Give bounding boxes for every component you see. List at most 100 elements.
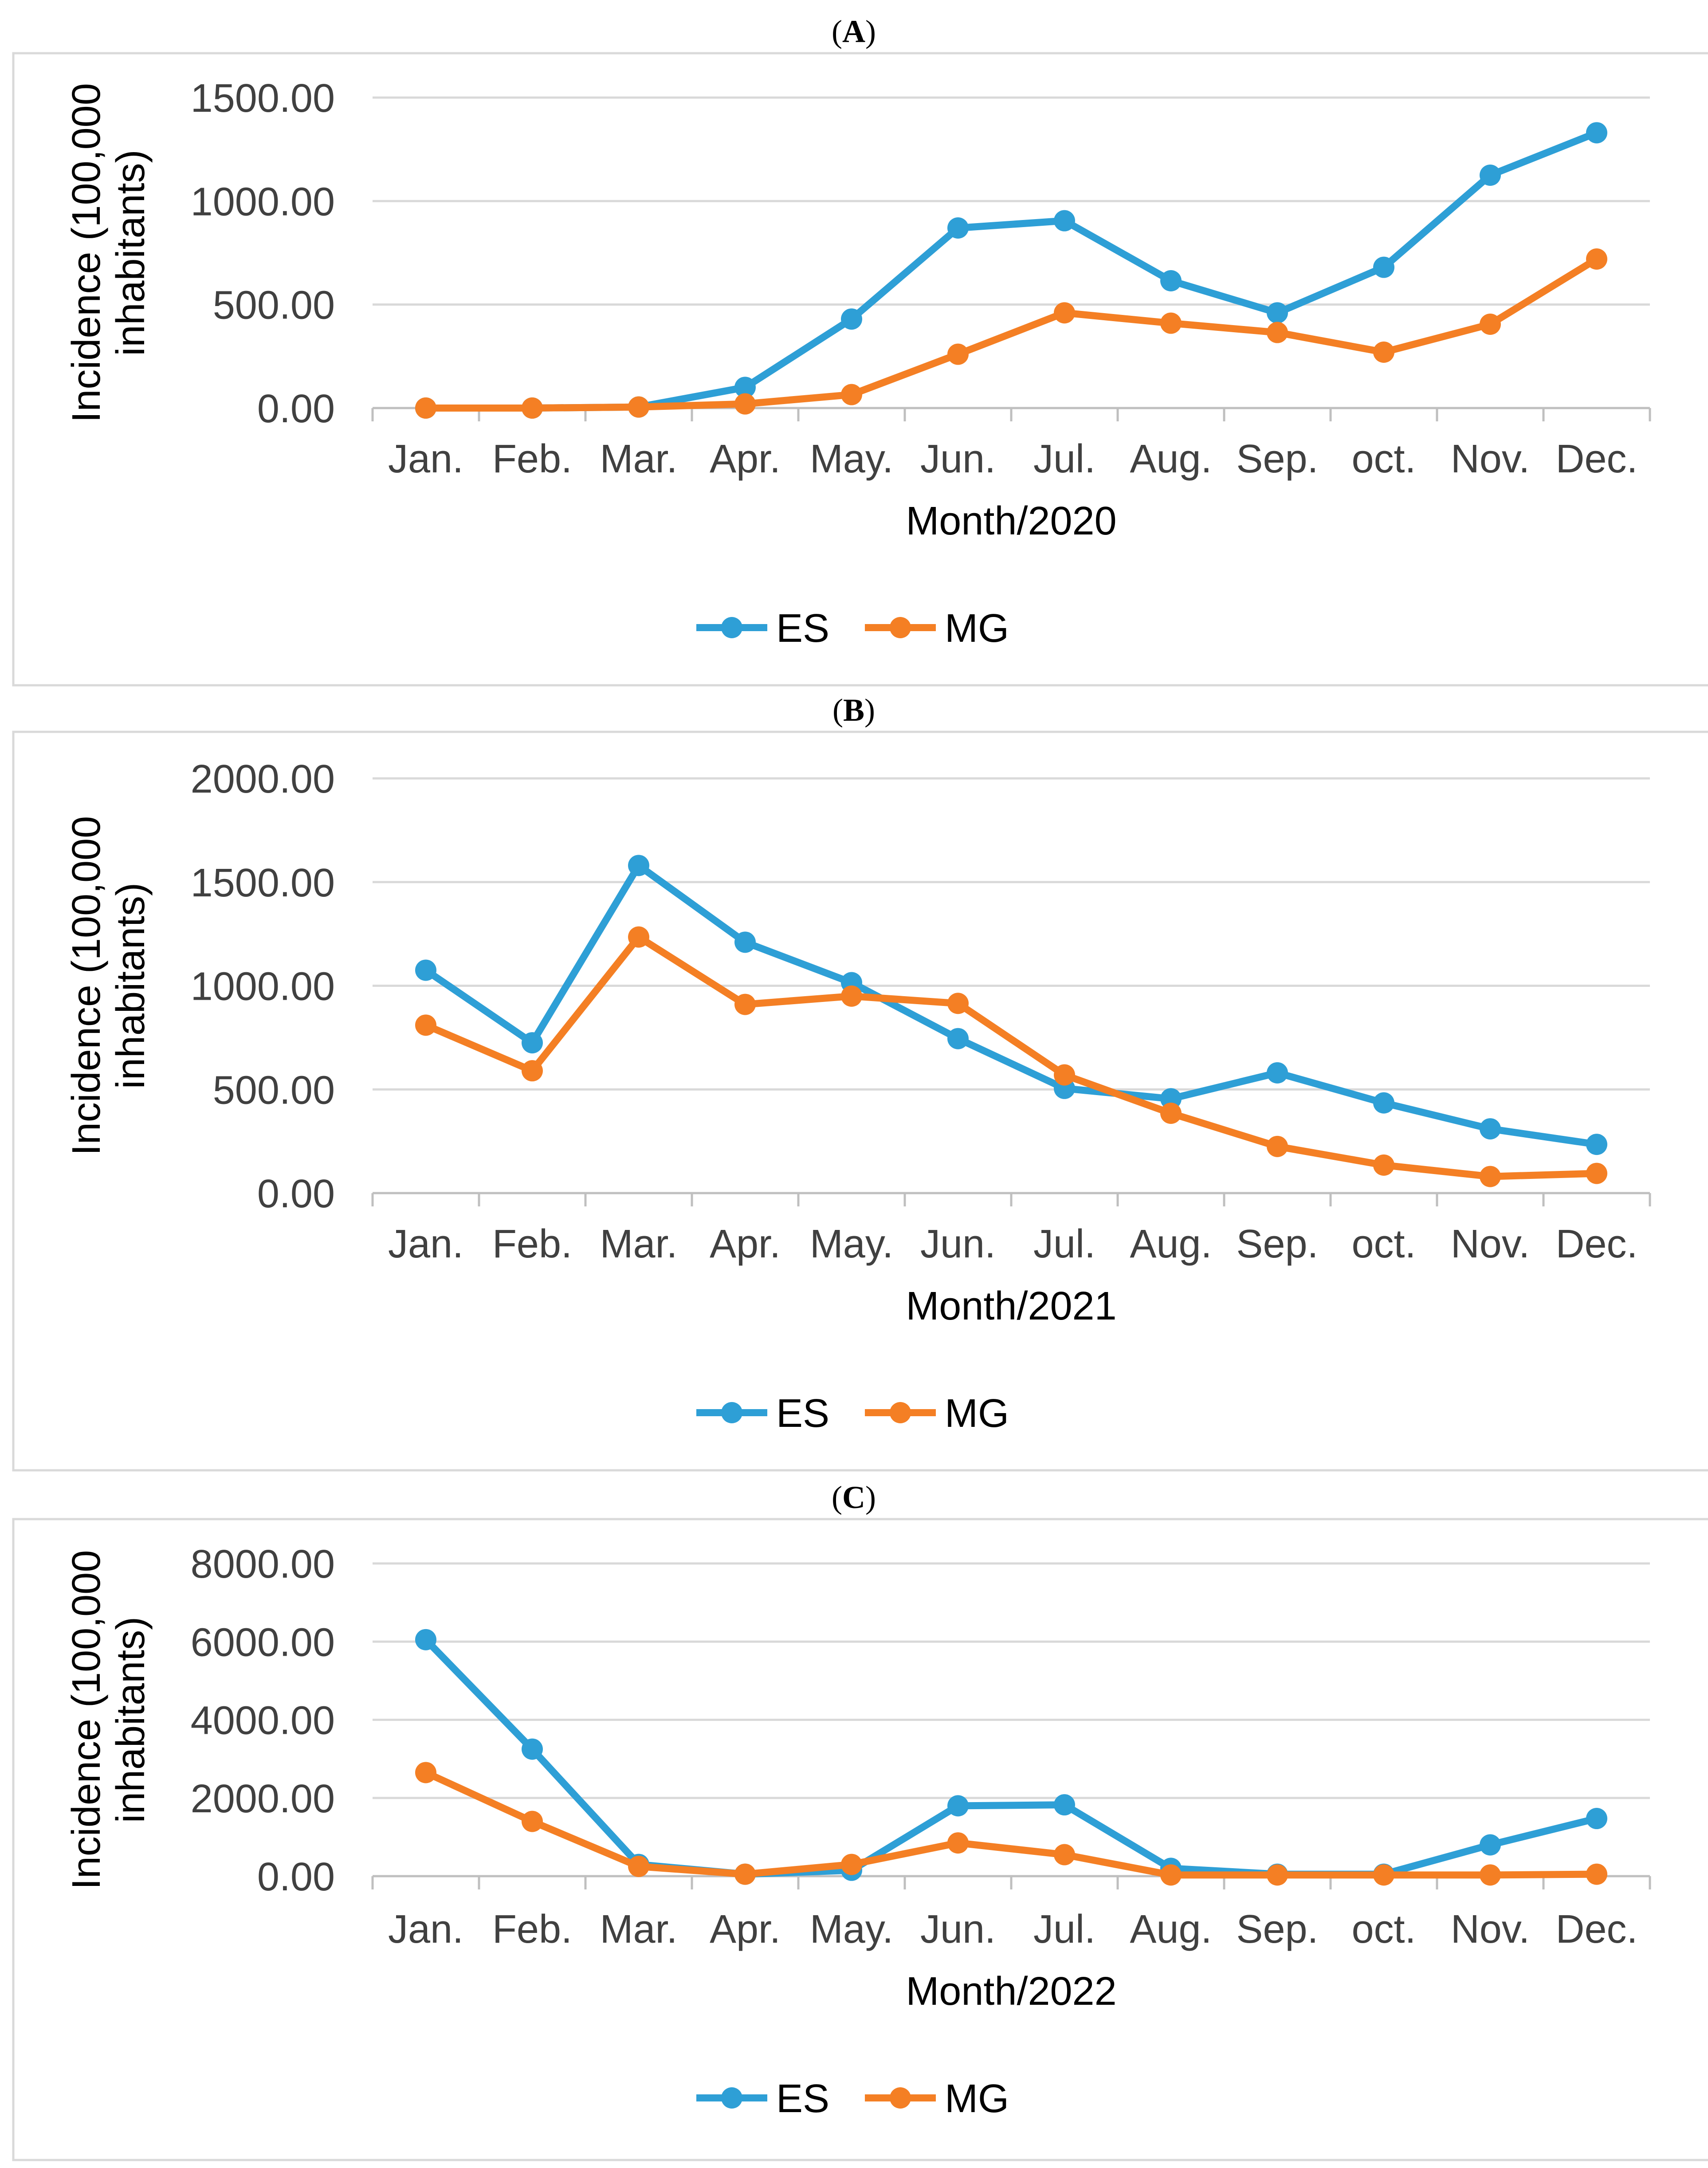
legend-label-mg: MG [945,2077,1009,2121]
data-point-es [947,217,969,239]
legend-marker-mg [890,2087,911,2109]
data-point-es [734,377,756,398]
data-point-es [1373,256,1394,278]
series-es [415,855,1607,1155]
data-point-mg [1160,1103,1182,1124]
legend-marker-mg [890,617,911,638]
x-tick-label: Jul. [1033,437,1095,481]
x-axis-title: Month/2022 [906,1969,1116,2014]
panel-label: (A) [832,14,876,49]
data-point-es [1160,270,1182,291]
y-axis-title: Incidence (100,000inhabitants) [64,816,153,1156]
x-tick-label: Dec. [1555,1222,1637,1266]
data-point-es [1586,1808,1607,1830]
chart-panel-c: (C) 0.00 2000.00 4000.00 6000.00 8000.00 Jan. F… [12,1480,1708,2161]
series-mg [415,248,1607,419]
x-tick-label: oct. [1351,1222,1416,1266]
x-tick-label: Mar. [600,437,677,481]
chart-panel-b: (B) 0.00 500.00 1000.00 1500.00 2000.00 Jan. Fe… [12,692,1708,1472]
x-tick-label: Jun. [920,1907,996,1952]
data-point-es [522,1738,543,1760]
y-tick-label: 6000.00 [191,1620,335,1665]
series-line-mg [422,255,1600,412]
series-line-es [422,1636,1600,1878]
data-point-es [1054,1794,1075,1816]
data-point-mg [1160,1864,1182,1886]
x-tick-label: Jan. [388,1907,463,1952]
y-tick-label: 2000.00 [191,1777,335,1821]
series-mg [415,1762,1607,1886]
y-tick-label: 500.00 [213,283,335,328]
data-point-mg [1054,302,1075,324]
data-point-mg [415,397,436,419]
legend: ES MG [696,606,1009,651]
data-point-es [628,855,649,876]
legend-marker-es [721,2087,742,2109]
panel-label: (B) [832,692,875,728]
data-point-mg [628,1855,649,1877]
x-tick-label: Jun. [920,437,996,481]
x-tick-label: Nov. [1451,437,1530,481]
x-tick-label: Jan. [388,1222,463,1266]
x-tick-label: Sep. [1236,437,1318,481]
y-tick-label: 500.00 [213,1068,335,1112]
data-point-mg [1480,1166,1501,1187]
data-point-mg [1586,248,1607,270]
x-tick-label: Mar. [600,1222,677,1266]
x-tick-label: Aug. [1130,1222,1212,1266]
x-tick-label: Aug. [1130,1907,1212,1952]
x-tick-label: Jul. [1033,1907,1095,1952]
x-axis-title: Month/2021 [906,1284,1116,1328]
data-point-mg [1160,312,1182,334]
legend-label-mg: MG [945,1391,1009,1436]
data-point-mg [841,1854,862,1875]
data-point-mg [415,1762,436,1783]
chart-frame [12,1518,1708,2161]
data-point-es [1480,1118,1501,1140]
legend-marker-es [721,617,742,638]
series-line-mg [422,933,1600,1180]
x-tick-label: Feb. [492,437,572,481]
legend-label-mg: MG [945,606,1009,651]
x-tick-label: Apr. [710,1222,781,1266]
data-point-mg [1586,1163,1607,1184]
legend-label-es: ES [776,2077,829,2121]
series-mg [415,926,1607,1187]
y-tick-label: 0.00 [257,387,335,431]
data-point-mg [947,343,969,365]
data-point-es [734,931,756,953]
x-tick-label: Aug. [1130,437,1212,481]
data-point-mg [1267,322,1288,343]
x-tick-label: Sep. [1236,1907,1318,1952]
data-point-mg [628,926,649,948]
chart-frame [12,52,1708,687]
x-tick-label: Jan. [388,437,463,481]
data-point-es [415,1629,436,1650]
data-point-mg [522,1060,543,1082]
legend: ES MG [696,1391,1009,1436]
series-line-mg [422,1769,1600,1879]
chart-panel-a: (A) 0.00 500.00 1000.00 1500.00 Jan. Feb. Mar. A… [12,14,1708,687]
x-tick-label: Sep. [1236,1222,1318,1266]
data-point-es [1586,122,1607,144]
data-point-es [1373,1092,1394,1114]
data-point-mg [1586,1863,1607,1885]
y-tick-label: 1500.00 [191,861,335,905]
y-tick-label: 2000.00 [191,757,335,801]
x-tick-label: Dec. [1555,1907,1637,1952]
y-tick-label: 1000.00 [191,965,335,1009]
y-axis-title: Incidence (100,000inhabitants) [64,83,153,423]
data-point-mg [628,396,649,418]
x-tick-label: Jul. [1033,1222,1095,1266]
data-point-mg [734,393,756,415]
y-tick-label: 1500.00 [191,76,335,121]
data-point-es [947,1028,969,1049]
x-tick-label: Feb. [492,1222,572,1266]
panel-label: (C) [832,1480,876,1515]
data-point-mg [841,985,862,1007]
legend: ES MG [696,2077,1009,2121]
data-point-mg [1373,342,1394,363]
y-tick-label: 8000.00 [191,1542,335,1587]
x-tick-label: Feb. [492,1907,572,1952]
